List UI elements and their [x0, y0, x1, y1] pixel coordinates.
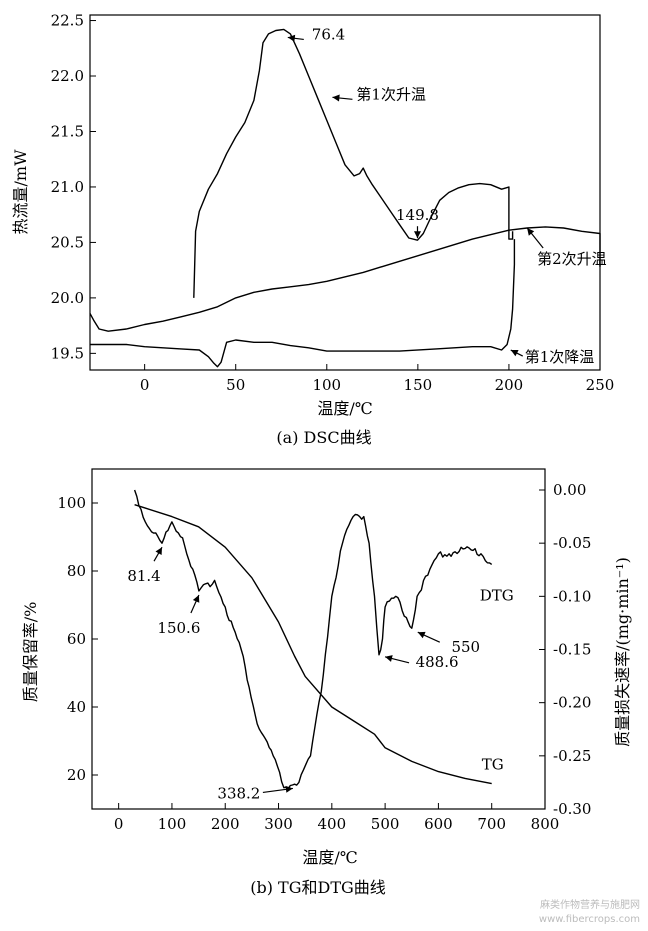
dsc-panel: 0 50 100 150 200 250 19.5 20.0 20.5 21.0 21.5 22.0 2… — [11, 12, 614, 447]
figure: 0 50 100 150 200 25019.520.020.521.021.522.02… — [0, 0, 648, 931]
tg-annotation-label: 338.2 — [217, 784, 260, 802]
tg-x-tick-label: 700 — [477, 815, 506, 833]
watermark-url: www.fibercrops.com — [539, 914, 640, 925]
tg-right-axis-label: 质量损失速率/(mg·min⁻¹) — [613, 557, 632, 747]
tg-x-tick-label: 0 — [114, 815, 124, 833]
dsc-annotation-label: 第2次升温 — [537, 250, 607, 268]
dsc-series-line — [90, 239, 514, 367]
tg-left-axis-label: 质量保留率/% — [21, 602, 40, 703]
dsc-x-tick-label: 150 — [404, 376, 433, 394]
tg-x-tick-label: 500 — [371, 815, 400, 833]
tg-annotation-label: 550 — [451, 638, 480, 656]
dsc-plot-frame — [90, 15, 600, 370]
dsc-y-tick-label: 20.5 — [51, 233, 84, 251]
tg-caption: (b) TG和DTG曲线 — [250, 878, 386, 897]
tg-x-tick-label: 100 — [158, 815, 187, 833]
tg-x-tick-label: 400 — [318, 815, 347, 833]
tg-annotation-label: 150.6 — [157, 619, 200, 637]
dsc-series-line — [90, 227, 600, 331]
tg-left-tick-label: 60 — [67, 630, 86, 648]
watermark-text: 麻类作物营养与施肥网 — [540, 898, 640, 911]
tg-x-tick-label: 300 — [264, 815, 293, 833]
dsc-x-tick-label: 0 — [140, 376, 150, 394]
tg-series — [135, 490, 492, 789]
tg-right-tick-label: -0.30 — [553, 800, 591, 818]
dsc-annotation-label: 第1次降温 — [525, 348, 595, 366]
tg-x-tick-label: 600 — [424, 815, 453, 833]
dsc-y-tick-label: 22.5 — [51, 12, 84, 30]
dsc-series — [90, 29, 600, 366]
tg-x-tick-label: 200 — [211, 815, 240, 833]
tg-right-tick-label: -0.05 — [553, 534, 591, 552]
dtg-series-line — [135, 490, 492, 789]
dsc-x-tick-label: 250 — [586, 376, 615, 394]
dsc-x-tick-label: 100 — [312, 376, 341, 394]
tg-right-tick-label: 0.00 — [553, 481, 586, 499]
dsc-series-line — [194, 29, 513, 298]
tg-right-tick-label: -0.20 — [553, 694, 591, 712]
tg-x-axis-label: 温度/℃ — [302, 848, 357, 867]
dsc-y-tick-label: 22.0 — [51, 67, 84, 85]
dsc-annotation-label: 76.4 — [312, 25, 345, 43]
tg-right-tick-label: -0.15 — [553, 641, 591, 659]
dsc-x-axis-label: 温度/℃ — [317, 399, 372, 418]
tg-annotation-label: TG — [482, 756, 504, 774]
dsc-y-tick-label: 20.0 — [51, 289, 84, 307]
dsc-x-tick-label: 200 — [495, 376, 524, 394]
tg-right-tick-label: -0.25 — [553, 747, 591, 765]
tg-left-tick-label: 40 — [67, 698, 86, 716]
tg-right-tick-label: -0.10 — [553, 587, 591, 605]
dsc-y-tick-label: 19.5 — [51, 344, 84, 362]
dsc-annotation-label: 149.8 — [396, 206, 439, 224]
tg-annotation-label: 81.4 — [127, 567, 160, 585]
dsc-y-tick-label: 21.5 — [51, 122, 84, 140]
tg-left-tick-label: 20 — [67, 766, 86, 784]
dsc-axis-ticks: 0 50 100 150 200 250 19.5 20.0 20.5 21.0 21.5 22.0 2… — [51, 12, 615, 394]
dsc-annotation-label: 第1次升温 — [356, 85, 426, 103]
tg-left-tick-label: 100 — [57, 494, 86, 512]
dsc-y-axis-label: 热流量/mW — [11, 149, 30, 235]
dsc-caption: (a) DSC曲线 — [276, 428, 371, 447]
tg-annotation-arrowhead — [385, 655, 393, 662]
tg-annotation-label: DTG — [480, 586, 514, 604]
dsc-y-tick-label: 21.0 — [51, 178, 84, 196]
dsc-x-tick-label: 50 — [226, 376, 245, 394]
tg-left-tick-label: 80 — [67, 562, 86, 580]
tg-dtg-panel: 0 100 200 300 400 500 600 700 800204060801000.00… — [21, 469, 632, 897]
